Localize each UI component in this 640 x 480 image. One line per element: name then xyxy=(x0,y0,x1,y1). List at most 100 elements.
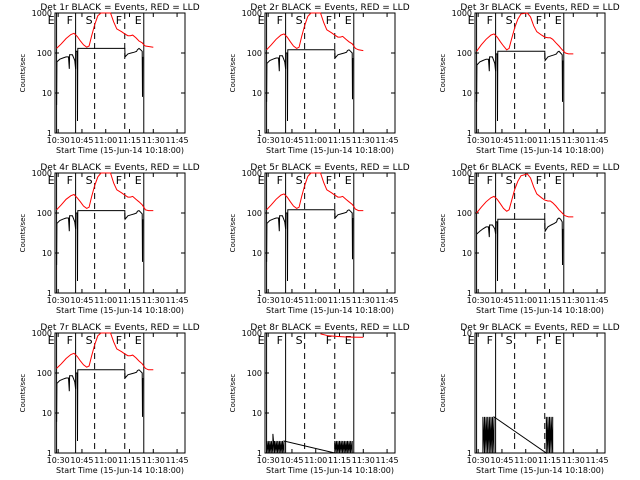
y-tick-label: 100 xyxy=(247,49,262,58)
x-tick-label: 11:00 xyxy=(514,136,537,145)
y-axis-label: Counts/sec xyxy=(19,54,27,93)
y-tick-label: 10 xyxy=(42,409,52,418)
y-axis-label: Counts/sec xyxy=(439,54,447,93)
x-axis-label: Start Time (15-Jun-14 10:18:00) xyxy=(266,146,394,155)
x-tick-label: 10:45 xyxy=(490,136,513,145)
series-lld xyxy=(266,172,364,212)
marker-label: E xyxy=(258,174,265,187)
x-axis-label: Start Time (15-Jun-14 10:18:00) xyxy=(266,466,394,475)
marker-label: E xyxy=(48,14,55,27)
y-tick-label: 100 xyxy=(37,49,52,58)
x-tick-label: 11:00 xyxy=(304,296,327,305)
x-tick-label: 11:15 xyxy=(328,136,351,145)
marker-label: E xyxy=(555,334,562,347)
marker-label: S xyxy=(86,174,93,187)
marker-label: E xyxy=(345,14,352,27)
x-tick-label: 10:30 xyxy=(467,136,490,145)
series-lld xyxy=(56,12,154,49)
x-tick-label: 11:45 xyxy=(376,456,399,465)
y-axis-label: Counts/sec xyxy=(229,214,237,253)
y-tick-label: 10 xyxy=(252,249,262,258)
y-axis-label: Counts/sec xyxy=(19,214,27,253)
x-tick-label: 11:45 xyxy=(586,296,609,305)
marker-label: S xyxy=(296,334,303,347)
panel-8: Det 8r BLACK = Events, RED = LLD 1 10 100 10… xyxy=(229,323,410,475)
y-tick-label: 1 xyxy=(467,289,472,298)
plot-frame xyxy=(54,12,186,134)
marker-label: F xyxy=(536,334,542,347)
marker-label: S xyxy=(86,14,93,27)
y-tick-label: 1000 xyxy=(32,169,52,178)
y-tick-label: 1000 xyxy=(32,329,52,338)
series-events xyxy=(476,217,564,282)
y-tick-label: 1000 xyxy=(242,169,262,178)
y-tick-label: 1 xyxy=(257,289,262,298)
marker-label: F xyxy=(326,174,332,187)
x-axis-label: Start Time (15-Jun-14 10:18:00) xyxy=(476,466,604,475)
y-tick-label: 1000 xyxy=(32,9,52,18)
x-tick-label: 11:15 xyxy=(538,296,561,305)
marker-label: F xyxy=(116,174,122,187)
y-axis-label: Counts/sec xyxy=(439,374,447,413)
marker-label: S xyxy=(296,14,303,27)
marker-label: F xyxy=(67,334,73,347)
marker-label: E xyxy=(48,334,55,347)
panel-6: Det 6r BLACK = Events, RED = LLD 1 10 100 10… xyxy=(439,163,620,315)
panel-title: Det 4r BLACK = Events, RED = LLD xyxy=(40,163,199,173)
marker-label: S xyxy=(506,14,513,27)
plot-frame xyxy=(264,332,396,454)
y-axis-label: Counts/sec xyxy=(19,374,27,413)
x-axis-label: Start Time (15-Jun-14 10:18:00) xyxy=(476,146,604,155)
panel-3: Det 3r BLACK = Events, RED = LLD 1 10 100 10… xyxy=(439,3,620,155)
x-tick-label: 10:45 xyxy=(280,296,303,305)
panel-7: Det 7r BLACK = Events, RED = LLD 1 10 100 10… xyxy=(19,323,200,475)
y-tick-label: 100 xyxy=(37,209,52,218)
marker-label: F xyxy=(536,14,542,27)
marker-label: F xyxy=(536,174,542,187)
x-tick-label: 11:00 xyxy=(94,296,117,305)
x-tick-label: 11:45 xyxy=(376,136,399,145)
x-tick-label: 11:45 xyxy=(586,136,609,145)
x-tick-label: 11:45 xyxy=(166,296,189,305)
x-tick-label: 11:45 xyxy=(166,136,189,145)
x-tick-label: 10:30 xyxy=(47,456,70,465)
x-tick-label: 11:00 xyxy=(94,456,117,465)
marker-label: E xyxy=(48,174,55,187)
panel-2: Det 2r BLACK = Events, RED = LLD 1 10 100 10… xyxy=(229,3,410,155)
y-tick-label: 100 xyxy=(247,369,262,378)
marker-label: F xyxy=(116,334,122,347)
x-tick-label: 11:30 xyxy=(142,136,165,145)
x-tick-label: 10:45 xyxy=(490,296,513,305)
x-tick-label: 11:00 xyxy=(94,136,117,145)
x-tick-label: 11:00 xyxy=(304,136,327,145)
x-tick-label: 11:30 xyxy=(562,456,585,465)
series-events xyxy=(482,415,554,454)
x-tick-label: 11:30 xyxy=(142,296,165,305)
y-tick-label: 10 xyxy=(42,249,52,258)
x-tick-label: 10:45 xyxy=(280,136,303,145)
panel-1: Det 1r BLACK = Events, RED = LLD 1 10 100 10… xyxy=(19,3,200,155)
x-tick-label: 11:00 xyxy=(514,456,537,465)
panel-title: Det 8r BLACK = Events, RED = LLD xyxy=(250,323,409,333)
x-tick-label: 11:30 xyxy=(562,296,585,305)
x-tick-label: 10:30 xyxy=(467,296,490,305)
marker-label: F xyxy=(277,14,283,27)
panel-4: Det 4r BLACK = Events, RED = LLD 1 10 100 10… xyxy=(19,163,200,315)
x-tick-label: 11:15 xyxy=(118,136,141,145)
plot-frame xyxy=(474,12,606,134)
x-tick-label: 11:30 xyxy=(562,136,585,145)
x-axis-label: Start Time (15-Jun-14 10:18:00) xyxy=(56,146,184,155)
marker-label: E xyxy=(135,334,142,347)
y-tick-label: 10 xyxy=(252,409,262,418)
x-axis-label: Start Time (15-Jun-14 10:18:00) xyxy=(266,306,394,315)
x-tick-label: 11:15 xyxy=(328,456,351,465)
marker-label: E xyxy=(135,174,142,187)
y-tick-label: 100 xyxy=(457,49,472,58)
panel-5: Det 5r BLACK = Events, RED = LLD 1 10 100 10… xyxy=(229,163,410,315)
marker-label: F xyxy=(487,174,493,187)
x-tick-label: 11:15 xyxy=(118,456,141,465)
y-tick-label: 10 xyxy=(462,89,472,98)
marker-label: E xyxy=(345,334,352,347)
plot-frame xyxy=(264,172,396,294)
